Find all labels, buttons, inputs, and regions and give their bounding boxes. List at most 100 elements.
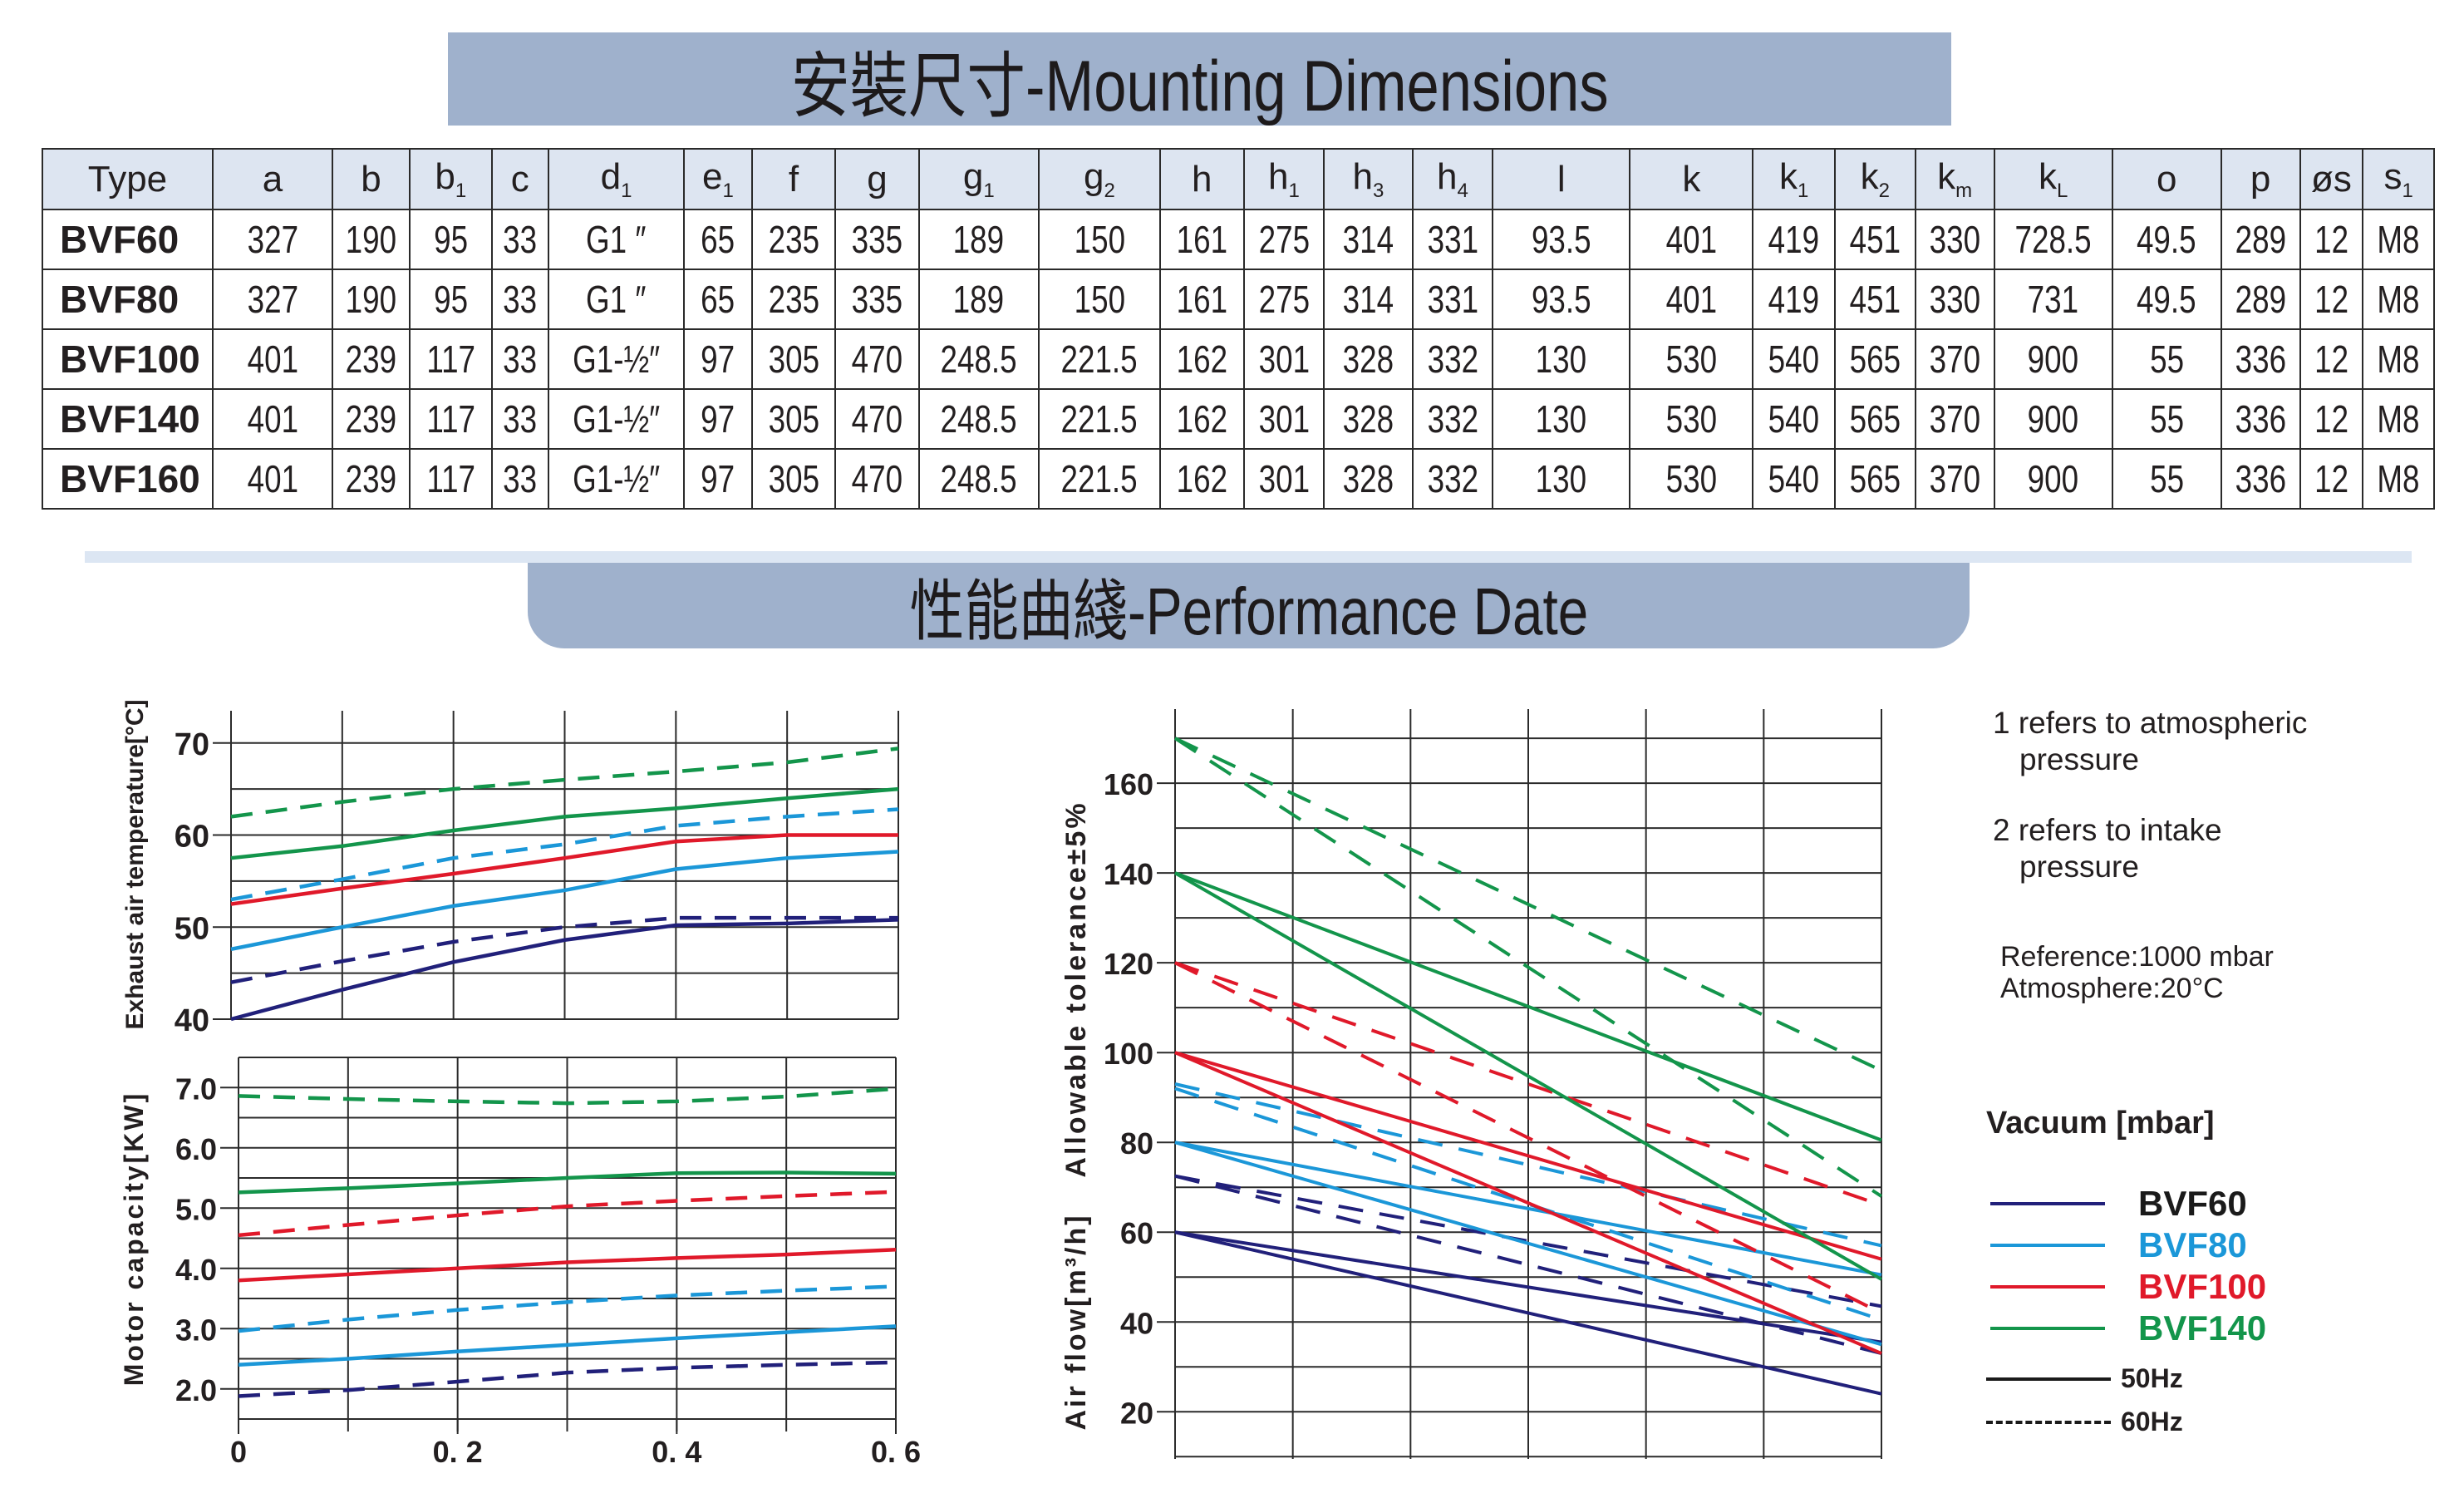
- dimension-cell: 565: [1833, 388, 1916, 450]
- column-header-km: km: [1914, 148, 1995, 210]
- table-row: BVF160 401 239 117 33 G1-½″ 97 305 470 248.5 221.5…: [42, 448, 2435, 510]
- dimension-cell: 95: [409, 209, 493, 270]
- dimension-cell: 327: [211, 209, 334, 270]
- y-tick-label: 2.0: [175, 1373, 217, 1407]
- dimension-cell: 540: [1752, 388, 1836, 450]
- dimension-cell: 117: [409, 448, 493, 510]
- dimension-cell: 419: [1752, 209, 1836, 270]
- dimension-cell: 12: [2299, 388, 2364, 450]
- dimension-cell: 33: [490, 388, 549, 450]
- dimension-cell: 470: [834, 388, 920, 450]
- dimension-cell: 328: [1323, 388, 1414, 450]
- x-tick-label: 0. 4: [652, 1435, 701, 1469]
- y-tick-label: 60: [175, 820, 209, 855]
- x-tick-label: 0. 2: [433, 1435, 483, 1469]
- dimension-cell: 565: [1833, 328, 1916, 390]
- column-header-g1: g1: [917, 148, 1040, 210]
- column-header-p: p: [2220, 148, 2301, 210]
- y-tick-label: 20: [1120, 1396, 1153, 1430]
- column-header-øs: øs: [2299, 148, 2364, 210]
- legend-item-bvf100: BVF100: [1990, 1267, 2266, 1307]
- dimension-cell: 419: [1752, 269, 1836, 330]
- dimension-cell: 33: [490, 269, 549, 330]
- dimension-cell: G1-½″: [547, 328, 686, 390]
- dimension-cell: 336: [2220, 328, 2301, 390]
- dimension-cell: 328: [1323, 448, 1414, 510]
- column-header-c: c: [490, 148, 549, 210]
- series-bvf140-60hz: [230, 747, 899, 819]
- series-bvf140-60hz: [1174, 737, 1882, 1072]
- series-bvf60-50hz: [1174, 1230, 1882, 1396]
- dimension-cell: 235: [750, 269, 837, 330]
- y-tick-label: 80: [1120, 1126, 1153, 1160]
- column-header-o: o: [2111, 148, 2222, 210]
- dimension-cell: 65: [683, 209, 753, 270]
- legend-line-swatch: [1990, 1285, 2105, 1289]
- dimension-cell: 239: [332, 448, 411, 510]
- dimension-cell: 65: [683, 269, 753, 330]
- y-tick-label: 140: [1104, 857, 1153, 891]
- column-header-b1: b1: [409, 148, 493, 210]
- dimension-cell: M8: [2362, 388, 2435, 450]
- y-tick-label: 40: [1120, 1306, 1153, 1340]
- performance-title-text: 性能曲綫-Performance Date: [909, 574, 1588, 648]
- dimension-cell: G1-½″: [547, 448, 686, 510]
- model-type-cell: BVF140: [42, 388, 214, 450]
- dimension-cell: 305: [750, 448, 837, 510]
- dimension-cell: 275: [1242, 209, 1325, 270]
- model-type-cell: BVF100: [42, 328, 214, 390]
- dimension-cell: 239: [332, 328, 411, 390]
- legend-freq-label: 60Hz: [2121, 1407, 2183, 1436]
- y-tick-label: 7.0: [175, 1072, 217, 1106]
- dimension-cell: 331: [1411, 269, 1494, 330]
- dimension-cell: 540: [1752, 448, 1836, 510]
- y-tick-label: 3.0: [175, 1313, 217, 1347]
- dimension-cell: 370: [1914, 448, 1995, 510]
- dimension-cell: 530: [1629, 388, 1754, 450]
- series-bvf80-60hz: [1174, 1082, 1882, 1248]
- series-bvf140-50hz: [1174, 871, 1882, 1142]
- y-tick-label: 120: [1104, 947, 1153, 981]
- dimension-cell: 331: [1411, 209, 1494, 270]
- dimension-cell: 97: [683, 388, 753, 450]
- dimension-cell: 97: [683, 328, 753, 390]
- series-bvf100-50hz: [1174, 1051, 1882, 1261]
- dimension-cell: 162: [1159, 448, 1245, 510]
- motor-chart: 2.0 3.0 4.0 5.0 6.0 7.0 0 0. 2 0. 4 0. 6: [175, 1057, 921, 1469]
- note-1: 1 refers to atmospheric pressure: [1993, 705, 2307, 778]
- dimension-cell: 248.5: [917, 388, 1040, 450]
- dimension-cell: M8: [2362, 209, 2435, 270]
- dimension-cell: 332: [1411, 448, 1494, 510]
- dimension-cell: 275: [1242, 269, 1325, 330]
- dimension-cell: 239: [332, 388, 411, 450]
- temperature-axis-label: Exhaust air temperature[°C]: [121, 699, 149, 1029]
- series-bvf60-60hz: [1174, 1174, 1882, 1308]
- legend-line-swatch: [1990, 1244, 2105, 1247]
- dimension-cell: 328: [1323, 328, 1414, 390]
- legend-line-swatch: [1990, 1202, 2105, 1205]
- dimension-cell: 900: [1993, 328, 2113, 390]
- column-header-d1: d1: [547, 148, 686, 210]
- column-header-b: b: [332, 148, 411, 210]
- y-tick-label: 50: [175, 911, 209, 946]
- dimension-cell: 305: [750, 328, 837, 390]
- y-tick-label: 160: [1104, 767, 1153, 801]
- x-tick-label: 0. 6: [871, 1435, 921, 1469]
- dimension-cell: 327: [211, 269, 334, 330]
- dimension-cell: M8: [2362, 269, 2435, 330]
- series-bvf140-50hz: [230, 786, 899, 860]
- legend-item-bvf140: BVF140: [1990, 1308, 2266, 1348]
- dimension-cell: 161: [1159, 269, 1245, 330]
- dimension-cell: 150: [1037, 269, 1162, 330]
- series-bvf80-60hz: [230, 807, 899, 902]
- series-bvf140-50hz: [238, 1170, 897, 1195]
- series-bvf60-60hz: [238, 1360, 897, 1398]
- dimension-cell: 728.5: [1993, 209, 2113, 270]
- dimension-cell: 370: [1914, 388, 1995, 450]
- dimension-cell: 336: [2220, 388, 2301, 450]
- dimension-cell: 162: [1159, 328, 1245, 390]
- table-row: BVF100 401 239 117 33 G1-½″ 97 305 470 248.5 221.5…: [42, 328, 2435, 390]
- dimension-cell: 12: [2299, 269, 2364, 330]
- legend-item-bvf80: BVF80: [1990, 1225, 2247, 1265]
